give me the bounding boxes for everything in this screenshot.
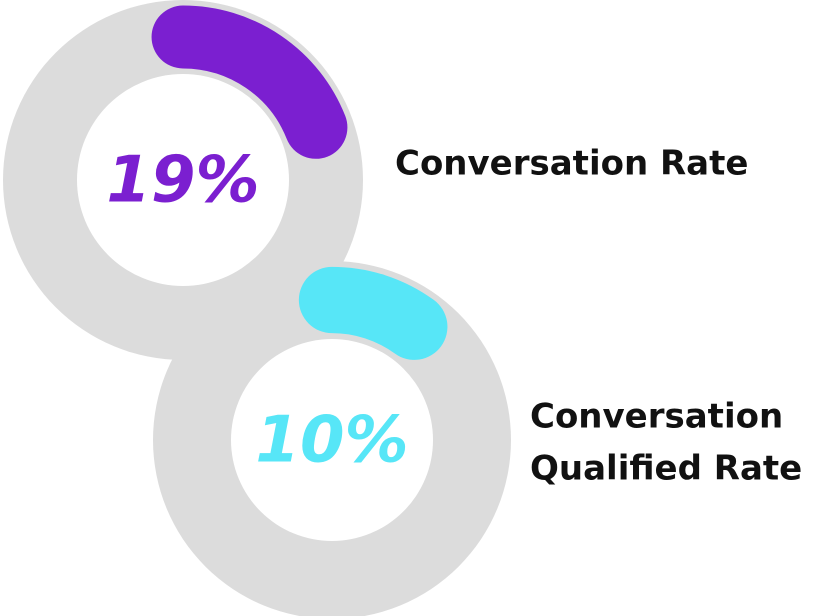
metric-label: Conversation <box>530 397 783 437</box>
metric-label: Conversation Rate <box>395 144 748 184</box>
percent-label: 10% <box>255 404 408 478</box>
percent-label: 19% <box>106 144 259 218</box>
donut-arc <box>298 266 448 360</box>
metric-label: Qualified Rate <box>530 449 802 489</box>
donut-hole <box>231 339 433 541</box>
donut-arc <box>151 5 348 159</box>
donut-hole <box>77 74 289 286</box>
